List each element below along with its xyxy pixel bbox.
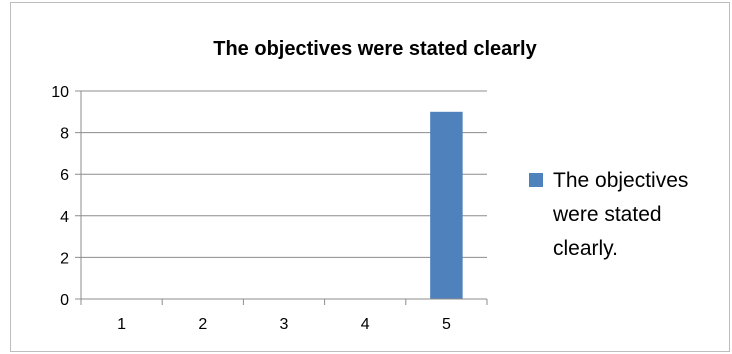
x-tick-label: 4 [361, 316, 370, 333]
legend-label-line-1: The objectives [553, 169, 688, 192]
legend-swatch [529, 173, 543, 187]
gridlines [75, 90, 487, 258]
axes [75, 91, 488, 305]
y-tick-label: 0 [60, 292, 69, 309]
bar-5 [430, 111, 463, 299]
chart-title: The objectives were stated clearly [213, 38, 537, 60]
y-tick-label: 4 [60, 209, 69, 226]
legend: The objectives were stated clearly. [529, 169, 688, 260]
chart-frame: The objectives were stated clearly 0 2 4 6 8… [10, 2, 730, 352]
x-tick-label: 3 [280, 316, 289, 333]
x-tick-label: 2 [198, 316, 207, 333]
y-tick-label: 6 [60, 167, 69, 184]
y-tick-label: 2 [60, 250, 69, 267]
x-tick-label: 5 [442, 316, 451, 333]
legend-label-line-3: clearly. [553, 237, 618, 260]
x-tick-labels: 1 2 3 4 5 [117, 316, 451, 333]
legend-label-line-2: were stated [552, 203, 662, 226]
bars [430, 111, 463, 299]
y-tick-labels: 0 2 4 6 8 10 [51, 84, 69, 309]
y-tick-label: 10 [51, 84, 69, 101]
x-tick-label: 1 [117, 316, 126, 333]
bar-chart: The objectives were stated clearly 0 2 4 6 8… [51, 38, 688, 333]
y-tick-label: 8 [60, 126, 69, 143]
